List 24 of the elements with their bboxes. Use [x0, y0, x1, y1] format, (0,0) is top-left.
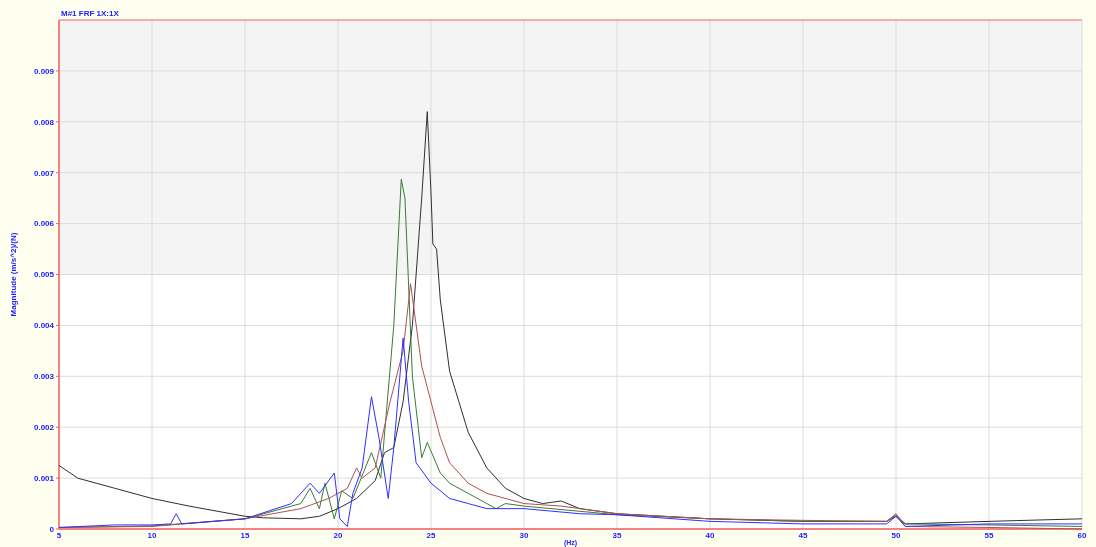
y-tick-label: 0.009 [33, 66, 55, 76]
x-tick-label: 15 [240, 531, 250, 540]
x-tick-label: 35 [612, 531, 622, 540]
x-tick-label: 40 [705, 531, 715, 540]
y-tick-label: 0.001 [33, 473, 55, 483]
x-tick-label: 45 [798, 531, 808, 540]
y-axis-title: Magnitude (m/s^2)/(N) [9, 232, 18, 317]
x-tick-label: 60 [1077, 531, 1087, 540]
x-tick-label: 25 [426, 531, 436, 540]
y-tick-label: 0.006 [33, 219, 55, 229]
x-tick-label: 20 [333, 531, 343, 540]
y-tick-label: 0.003 [33, 372, 55, 382]
y-tick-label: 0.008 [33, 117, 55, 127]
y-tick-label: 0.002 [33, 423, 55, 432]
y-tick-label: 0.004 [33, 321, 55, 331]
x-tick-label: 30 [519, 531, 529, 540]
chart-title: M#1 FRF 1X:1X [61, 9, 120, 18]
y-tick-label: 0.007 [33, 168, 55, 178]
y-tick-label: 0.005 [33, 270, 55, 280]
x-tick-label: 5 [56, 531, 62, 540]
y-tick-label: 0 [49, 524, 55, 534]
x-tick-label: 50 [891, 531, 901, 540]
x-tick-label: 55 [984, 531, 994, 540]
x-tick-label: 10 [147, 531, 157, 540]
